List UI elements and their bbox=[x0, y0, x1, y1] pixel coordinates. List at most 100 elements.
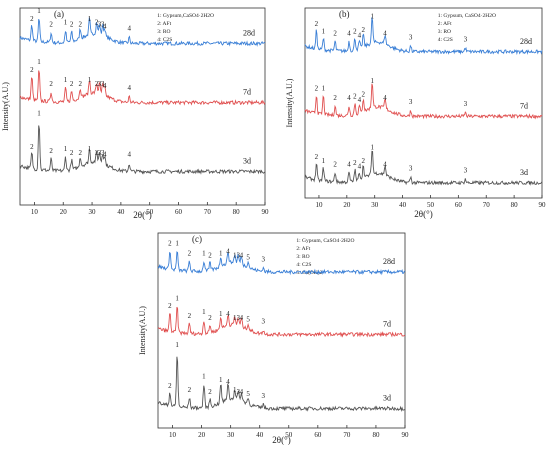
peak-label: 1 bbox=[322, 85, 326, 93]
peak-label: 3 bbox=[464, 166, 468, 174]
series-label: 7d bbox=[383, 320, 391, 329]
peak-label: 3 bbox=[98, 80, 102, 88]
x-tick-label: 20 bbox=[343, 201, 351, 209]
series-line-28d bbox=[304, 17, 543, 56]
peak-label: 4 bbox=[358, 96, 362, 104]
peak-label: 3 bbox=[261, 318, 265, 326]
panel-label: (c) bbox=[192, 234, 202, 244]
peak-label: 5 bbox=[246, 390, 250, 398]
peak-label: 4 bbox=[103, 151, 107, 159]
peak-label: 2 bbox=[168, 240, 172, 248]
x-axis-label: 2θ(°) bbox=[272, 435, 290, 445]
peak-label: 3 bbox=[98, 149, 102, 157]
peak-label: 2 bbox=[95, 80, 99, 88]
series-label: 7d bbox=[243, 88, 251, 97]
peak-label: 1 bbox=[370, 12, 374, 20]
peak-label: 1 bbox=[64, 145, 68, 153]
peak-label: 3 bbox=[464, 35, 468, 43]
x-tick-label: 40 bbox=[117, 208, 125, 216]
legend-entry: 1: Gypsum, CaSO4·2H2O bbox=[438, 13, 496, 19]
legend-entry: 1: Gypsum, CaSO4·2H2O bbox=[296, 238, 354, 244]
series-label: 3d bbox=[383, 394, 391, 403]
peak-label: 3 bbox=[101, 21, 105, 29]
peak-label: 3 bbox=[464, 100, 468, 108]
x-tick-label: 70 bbox=[483, 201, 491, 209]
peak-label: 2 bbox=[70, 21, 74, 29]
legend-entry: 2: AFt bbox=[296, 246, 310, 252]
peak-label: 1 bbox=[219, 249, 223, 257]
peak-label: 4 bbox=[103, 82, 107, 90]
x-tick-label: 50 bbox=[146, 208, 154, 216]
peak-label: 2 bbox=[70, 80, 74, 88]
x-tick-label: 50 bbox=[285, 431, 293, 439]
legend-entry: 3: RO bbox=[296, 254, 309, 260]
peak-label: 2 bbox=[49, 21, 53, 29]
series-line-7d bbox=[19, 70, 266, 106]
peak-label: 1 bbox=[175, 294, 179, 302]
legend-entry: 4: C2S bbox=[157, 37, 172, 43]
peak-label: 2 bbox=[188, 249, 192, 257]
peak-label: 2 bbox=[353, 92, 357, 100]
peak-label: 1 bbox=[37, 109, 41, 117]
peak-label: 4 bbox=[127, 25, 131, 33]
x-tick-label: 70 bbox=[204, 208, 212, 216]
series-line-7d bbox=[157, 306, 406, 338]
peak-label: 2 bbox=[362, 26, 366, 34]
peak-label: 1 bbox=[202, 249, 206, 257]
x-tick-label: 70 bbox=[343, 431, 351, 439]
peak-label: 1 bbox=[322, 157, 326, 165]
plot-frame bbox=[19, 7, 266, 206]
series-label: 28d bbox=[243, 29, 255, 38]
x-tick-label: 10 bbox=[31, 208, 39, 216]
x-tick-label: 60 bbox=[175, 208, 183, 216]
y-axis-label: Intensity(A.U.) bbox=[1, 82, 10, 131]
series-line-3d bbox=[19, 125, 266, 175]
peak-label: 5 bbox=[246, 253, 250, 261]
peak-label: 4 bbox=[383, 94, 387, 102]
peak-label: 1 bbox=[219, 376, 223, 384]
series-label: 28d bbox=[520, 37, 532, 46]
plot-frame bbox=[304, 7, 543, 199]
chart-panel-1: 10 20 30 40 50 60 70 80 90 2θ(°) Intensity(A.U.) (b… bbox=[285, 7, 547, 219]
peak-label: 2 bbox=[70, 149, 74, 157]
series-label: 3d bbox=[520, 168, 528, 177]
x-tick-label: 10 bbox=[315, 201, 323, 209]
series-line-7d bbox=[304, 83, 543, 120]
peak-label: 1 bbox=[322, 28, 326, 36]
peak-label: 4 bbox=[347, 94, 351, 102]
series-line-28d bbox=[157, 251, 406, 276]
peak-label: 2 bbox=[315, 153, 319, 161]
peak-label: 1 bbox=[233, 386, 237, 394]
peak-label: 1 bbox=[202, 372, 206, 380]
y-axis-label: Intensity(A.U.) bbox=[138, 306, 147, 355]
peak-label: 3 bbox=[101, 80, 105, 88]
peak-label: 1 bbox=[202, 308, 206, 316]
peak-label: 4 bbox=[226, 310, 230, 318]
peak-label: 4 bbox=[226, 247, 230, 255]
x-tick-label: 20 bbox=[60, 208, 68, 216]
x-tick-label: 80 bbox=[511, 201, 519, 209]
peak-label: 1 bbox=[37, 7, 41, 15]
peak-label: 2 bbox=[208, 251, 212, 259]
peak-label: 1 bbox=[88, 15, 92, 23]
peak-label: 4 bbox=[383, 30, 387, 38]
legend-entry: 4: C2S bbox=[296, 262, 311, 268]
legend-entry: 3: RO bbox=[157, 29, 170, 35]
peak-label: 2 bbox=[78, 149, 82, 157]
peak-label: 3 bbox=[236, 251, 240, 259]
legend-entry: 1: Gypsum,CaSO4·2H2O bbox=[157, 13, 214, 19]
peak-label: 1 bbox=[37, 58, 41, 66]
x-tick-label: 60 bbox=[314, 431, 322, 439]
x-tick-label: 90 bbox=[539, 201, 547, 209]
x-tick-label: 40 bbox=[256, 431, 264, 439]
peak-label: 1 bbox=[233, 251, 237, 259]
peak-label: 2 bbox=[78, 80, 82, 88]
peak-label: 2 bbox=[49, 80, 53, 88]
series-line-3d bbox=[304, 150, 543, 186]
peak-label: 2 bbox=[168, 302, 172, 310]
x-axis-label: 2θ(°) bbox=[414, 209, 432, 219]
peak-label: 2 bbox=[95, 19, 99, 27]
peak-label: 3 bbox=[236, 388, 240, 396]
panel-label: (b) bbox=[339, 9, 350, 19]
peak-label: 2 bbox=[95, 149, 99, 157]
